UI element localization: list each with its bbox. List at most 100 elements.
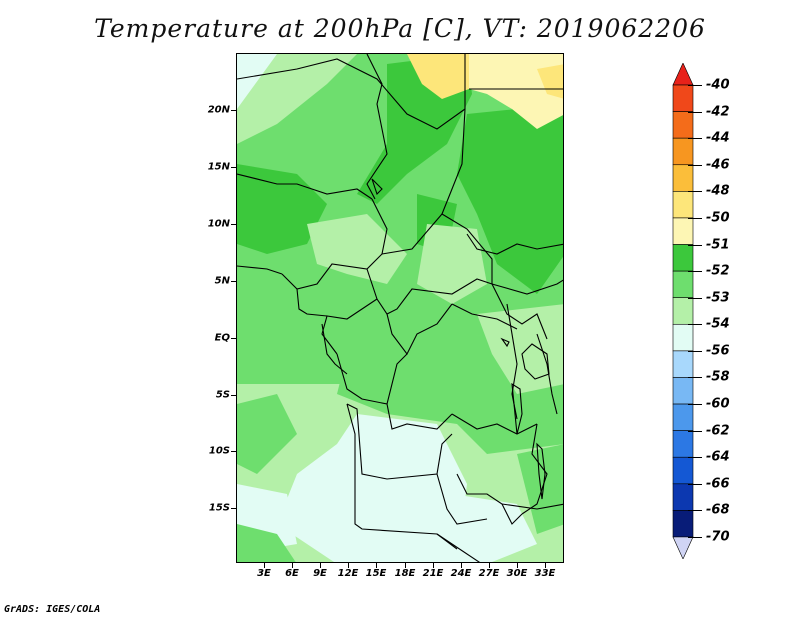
- colorbar-tick: [688, 350, 702, 352]
- lat-label: 5S: [215, 389, 230, 401]
- temperature-map: [237, 54, 563, 562]
- colorbar-segment: [672, 350, 694, 378]
- colorbar-segment: [672, 510, 694, 538]
- colorbar-segment: [672, 111, 694, 139]
- lon-tick: [292, 563, 293, 568]
- lon-tick: [433, 563, 434, 568]
- colorbar-segment: [672, 297, 694, 325]
- field-green-s2: [237, 524, 296, 562]
- lat-label: 20N: [207, 104, 230, 116]
- colorbar-segment: [672, 483, 694, 511]
- lon-tick: [405, 563, 406, 568]
- lat-tick: [231, 451, 236, 452]
- colorbar-segment: [672, 403, 694, 431]
- colorbar-tick: [688, 510, 702, 512]
- lakes: [371, 178, 550, 500]
- colorbar-tick: [688, 324, 702, 326]
- colorbar-tick: [688, 457, 702, 459]
- lon-tick: [489, 563, 490, 568]
- lat-tick: [231, 110, 236, 111]
- country-borders: [237, 54, 563, 562]
- colorbar-tick: [688, 85, 702, 86]
- lat-label: 5N: [214, 275, 230, 287]
- colorbar: [672, 63, 694, 559]
- lon-label: 12E: [337, 568, 359, 579]
- lat-label: 15N: [207, 161, 230, 173]
- field-green-center-south: [337, 344, 477, 424]
- colorbar-label: -48: [706, 183, 730, 199]
- field-green-sw: [237, 394, 297, 474]
- colorbar-label: -56: [706, 343, 730, 359]
- colorbar-tick: [688, 271, 702, 273]
- colorbar-segment: [672, 191, 694, 219]
- colorbar-segment: [672, 137, 694, 166]
- colorbar-segment: [672, 377, 694, 405]
- colorbar-label: -46: [706, 157, 730, 173]
- field-pale-south: [277, 414, 467, 562]
- colorbar-tick: [688, 297, 702, 299]
- lat-tick: [231, 395, 236, 396]
- colorbar-segment: [672, 430, 694, 458]
- lat-tick: [231, 167, 236, 168]
- field-green-se: [517, 444, 563, 534]
- colorbar-segment: [672, 244, 694, 272]
- colorbar-segment: [672, 63, 694, 86]
- lon-label: 18E: [394, 568, 416, 579]
- colorbar-label: -62: [706, 423, 730, 439]
- lon-label: 24E: [450, 568, 472, 579]
- lon-tick: [376, 563, 377, 568]
- colorbar-label: -68: [706, 502, 730, 518]
- colorbar-segment: [672, 270, 694, 299]
- lat-label: 10S: [208, 445, 230, 457]
- colorbar-label: -40: [706, 77, 730, 93]
- colorbar-segment: [672, 84, 694, 112]
- lat-label: 15S: [208, 502, 230, 514]
- lat-tick: [231, 508, 236, 509]
- colorbar-label: -58: [706, 369, 730, 385]
- colorbar-label: -54: [706, 316, 730, 332]
- colorbar-segment: [672, 536, 694, 559]
- lat-label: 10N: [207, 218, 230, 230]
- lon-label: 6E: [285, 568, 299, 579]
- lat-label: EQ: [214, 332, 230, 344]
- colorbar-tick: [688, 217, 702, 219]
- field-yellow-ne: [407, 54, 469, 99]
- colorbar-segment: [672, 217, 694, 245]
- colorbar-tick: [688, 244, 702, 246]
- colorbar-label: -42: [706, 104, 730, 120]
- lon-tick: [517, 563, 518, 568]
- lon-label: 27E: [478, 568, 500, 579]
- colorbar-label: -50: [706, 210, 730, 226]
- field-yellow-ne2: [537, 64, 563, 99]
- colorbar-label: -53: [706, 290, 730, 306]
- colorbar-label: -44: [706, 130, 730, 146]
- lat-tick: [231, 224, 236, 225]
- colorbar-segment: [672, 456, 694, 485]
- lon-label: 30E: [506, 568, 528, 579]
- colorbar-tick: [688, 430, 702, 432]
- colorbar-segment: [672, 164, 694, 192]
- grads-credit: GrADS: IGES/COLA: [4, 604, 101, 615]
- lat-tick: [231, 338, 236, 339]
- colorbar-label: -52: [706, 263, 730, 279]
- lon-label: 3E: [257, 568, 271, 579]
- colorbar-tick: [688, 164, 702, 166]
- lon-tick: [264, 563, 265, 568]
- colorbar-tick: [688, 138, 702, 140]
- colorbar-label: -66: [706, 476, 730, 492]
- colorbar-label: -51: [706, 237, 730, 253]
- colorbar-tick: [688, 111, 702, 113]
- colorbar-segment: [672, 323, 694, 352]
- colorbar-label: -64: [706, 449, 730, 465]
- colorbar-tick: [688, 191, 702, 193]
- colorbar-tick: [688, 404, 702, 406]
- lon-label: 9E: [313, 568, 327, 579]
- field-dark-ne: [457, 104, 563, 294]
- lon-tick: [348, 563, 349, 568]
- colorbar-tick: [688, 377, 702, 379]
- colorbar-label: -70: [706, 529, 730, 545]
- field-light-nw: [237, 54, 357, 144]
- lon-tick: [545, 563, 546, 568]
- lon-label: 33E: [534, 568, 556, 579]
- lon-label: 21E: [422, 568, 444, 579]
